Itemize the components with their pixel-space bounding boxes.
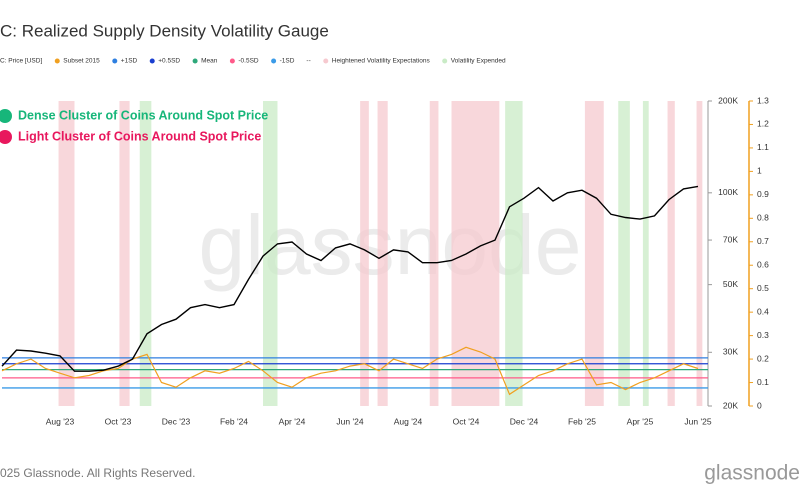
- volatility-band: [696, 101, 703, 406]
- y2-tick-label: 0.4: [757, 306, 769, 316]
- y2-tick-label: 1.1: [757, 142, 769, 152]
- y-tick-label: 70K: [723, 234, 738, 244]
- y2-tick-label: 0.8: [757, 213, 769, 223]
- chart-title: C: Realized Supply Density Volatility Ga…: [0, 21, 329, 40]
- annotation: Light Cluster of Coins Around Spot Price: [18, 129, 261, 143]
- footer: 025 Glassnode. All Rights Reserved.: [0, 466, 195, 480]
- legend-label: C: Price [USD]: [0, 58, 42, 65]
- legend-label: -0.5SD: [238, 58, 259, 65]
- y2-tick-label: 0.3: [757, 330, 769, 340]
- x-tick-label: Feb '24: [220, 416, 248, 426]
- volatility-band: [58, 101, 75, 406]
- y2-tick-label: 0: [757, 400, 762, 410]
- y2-tick-label: 0.9: [757, 189, 769, 199]
- volatility-band: [505, 101, 523, 406]
- series-line: [1, 346, 699, 396]
- annotation: Dense Cluster of Coins Around Spot Price: [18, 108, 268, 122]
- x-tick-label: Oct '24: [453, 416, 480, 426]
- legend-label: Heightened Volatility Expectations: [332, 58, 431, 65]
- x-tick-label: Dec '23: [162, 416, 191, 426]
- legend-label: Volatility Expended: [451, 58, 506, 65]
- volatility-band: [642, 101, 649, 406]
- legend-label: Mean: [201, 58, 218, 65]
- legend-marker: [271, 58, 277, 64]
- volatility-band: [377, 101, 388, 406]
- volatility-band: [360, 101, 369, 406]
- legend-label: --: [306, 58, 310, 65]
- volatility-band: [263, 101, 278, 406]
- x-tick-label: Jun '24: [336, 416, 363, 426]
- y2-tick-label: 1.2: [757, 119, 769, 129]
- volatility-band: [584, 101, 604, 406]
- y-tick-label: 200K: [718, 95, 738, 105]
- y2-tick-label: 0.1: [757, 377, 769, 387]
- legend-marker: [149, 58, 155, 64]
- y-tick-label: 100K: [718, 187, 738, 197]
- legend-label: -1SD: [280, 58, 295, 65]
- volatility-band: [667, 101, 675, 406]
- annotation-marker: [0, 130, 12, 144]
- legend-marker: [442, 58, 448, 64]
- x-tick-label: Apr '25: [627, 416, 654, 426]
- y2-tick-label: 0.7: [757, 236, 769, 246]
- y-tick-label: 20K: [723, 400, 738, 410]
- x-tick-label: Aug '23: [46, 416, 75, 426]
- volatility-band: [618, 101, 630, 406]
- x-tick-label: Apr '24: [279, 416, 306, 426]
- y2-tick-label: 0.6: [757, 259, 769, 269]
- legend-marker: [323, 58, 329, 64]
- legend-label: +0.5SD: [158, 58, 180, 65]
- volatility-band: [139, 101, 152, 406]
- y-tick-label: 30K: [723, 347, 738, 357]
- volatility-band: [451, 101, 500, 406]
- legend-marker: [112, 58, 118, 64]
- y-tick-label: 50K: [723, 279, 738, 289]
- y2-tick-label: 1: [757, 166, 762, 176]
- y2-tick-label: 0.2: [757, 353, 769, 363]
- x-tick-label: Aug '24: [394, 416, 423, 426]
- legend-label: Subset 2015: [63, 58, 100, 65]
- y2-tick-label: 1.3: [757, 95, 769, 105]
- legend-marker: [192, 58, 198, 64]
- annotation-marker: [0, 109, 12, 123]
- series-line: [1, 185, 699, 372]
- volatility-band: [119, 101, 130, 406]
- watermark: glassnode: [199, 198, 582, 292]
- legend-marker: [229, 58, 235, 64]
- logo: glassnode: [704, 462, 800, 485]
- legend-marker: [54, 58, 60, 64]
- x-tick-label: Jun '25: [684, 416, 711, 426]
- x-tick-label: Oct '23: [105, 416, 132, 426]
- x-tick-label: Dec '24: [510, 416, 539, 426]
- legend-label: +1SD: [121, 58, 138, 65]
- y2-tick-label: 0.5: [757, 283, 769, 293]
- x-tick-label: Feb '25: [568, 416, 596, 426]
- volatility-band: [429, 101, 439, 406]
